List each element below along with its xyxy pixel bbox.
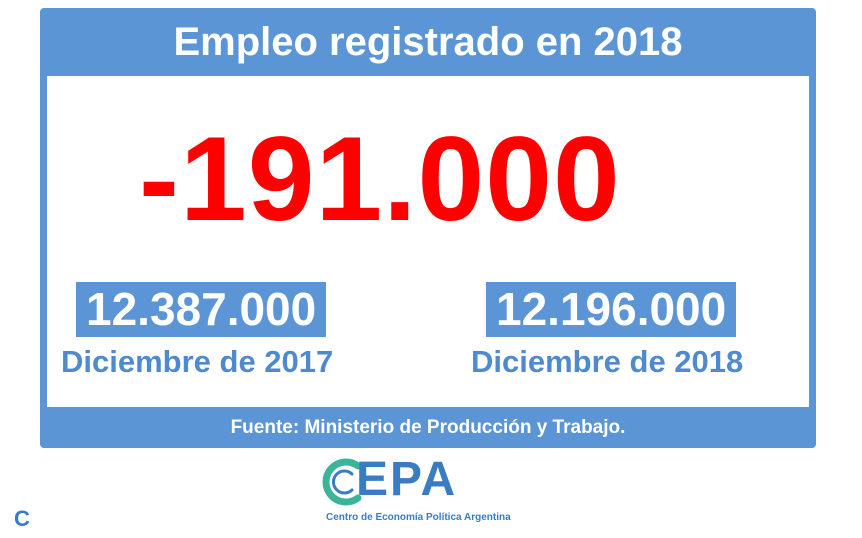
stat-value-2018: 12.196.000 [486, 282, 737, 337]
corner-letter: C [14, 506, 30, 531]
cepa-logo-subtitle: Centro de Economía Política Argentina [326, 512, 511, 523]
infographic-card: Empleo registrado en 2018 -191.000 12.38… [40, 8, 816, 448]
cepa-logo: EPA Centro de Economía Política Argentin… [318, 456, 518, 530]
headline-value: -191.000 [139, 112, 621, 246]
stat-label-2018: Diciembre de 2018 [471, 344, 744, 379]
stat-value-2017: 12.387.000 [76, 282, 327, 337]
cepa-logo-word: EPA [356, 453, 458, 506]
content-panel: -191.000 12.387.000 Diciembre de 2017 12… [47, 76, 809, 407]
source-footer: Fuente: Ministerio de Producción y Traba… [230, 416, 626, 438]
cepa-c-icon [322, 458, 362, 506]
stat-label-2017: Diciembre de 2017 [61, 344, 334, 379]
card-title: Empleo registrado en 2018 [173, 19, 683, 64]
